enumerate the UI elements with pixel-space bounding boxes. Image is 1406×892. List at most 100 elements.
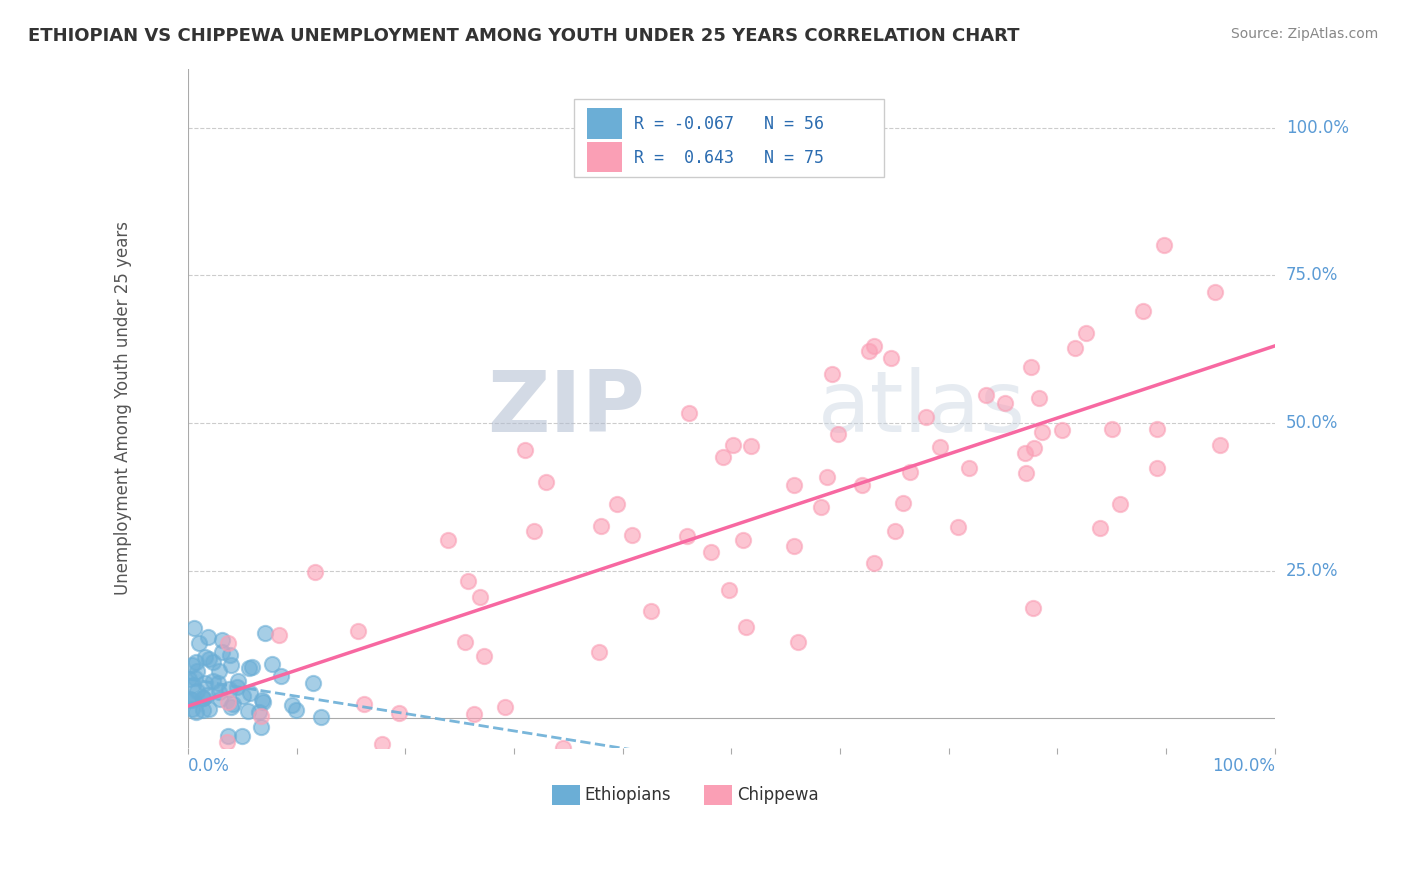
Point [731,533,754,548]
Point [304,565,326,579]
Point [787,635,810,649]
Point [262,657,284,671]
Text: 50.0%: 50.0% [1286,414,1339,432]
Point [198,651,221,665]
Point [879,351,901,366]
Point [606,497,628,511]
Point [221,658,243,673]
Text: 75.0%: 75.0% [1286,267,1339,285]
Point [215,735,238,749]
Point [198,702,221,716]
Point [621,527,644,541]
Point [858,344,880,359]
Point [187,635,209,649]
Point [183,621,205,635]
Point [468,591,491,605]
Point [718,582,741,597]
Point [1209,438,1232,452]
Point [993,395,1015,409]
Point [207,675,229,690]
Point [1146,422,1168,436]
Point [180,693,202,707]
Point [195,689,218,703]
Point [815,470,838,484]
Text: Source: ZipAtlas.com: Source: ZipAtlas.com [1230,27,1378,41]
Point [240,659,263,673]
Point [231,729,253,743]
Text: atlas: atlas [818,367,1026,450]
Point [1028,392,1050,406]
Point [740,439,762,453]
Point [1019,359,1042,374]
Point [699,545,721,559]
Text: R = -0.067   N = 56: R = -0.067 N = 56 [634,114,824,133]
Point [184,655,207,669]
Point [269,628,291,642]
Point [285,703,308,717]
Text: Unemployment Among Youth under 25 years: Unemployment Among Youth under 25 years [114,221,132,595]
Point [851,477,873,491]
Point [252,696,274,710]
Point [810,500,832,515]
Point [946,519,969,533]
Point [191,691,214,706]
Point [589,519,612,533]
Point [1022,601,1045,615]
Text: R =  0.643   N = 75: R = 0.643 N = 75 [634,149,824,167]
Point [371,737,394,751]
Point [454,635,477,649]
Point [309,710,332,724]
Point [217,729,239,743]
Point [1101,422,1123,436]
Point [217,636,239,650]
Point [1109,497,1132,511]
Text: Ethiopians: Ethiopians [585,786,671,804]
Bar [553,785,581,805]
Point [437,533,460,547]
Point [302,676,325,690]
Text: 0.0%: 0.0% [188,756,229,775]
Point [346,624,368,638]
Point [678,406,700,420]
Point [179,691,201,706]
Point [884,524,907,538]
Point [1074,326,1097,340]
Point [181,658,204,673]
Text: 25.0%: 25.0% [1286,562,1339,580]
Point [225,680,247,694]
FancyBboxPatch shape [574,99,883,178]
Point [711,450,734,465]
Point [1204,285,1226,299]
Point [194,649,217,664]
Point [783,539,806,553]
Point [211,645,233,659]
Point [281,698,304,712]
Bar [586,142,621,172]
Point [197,630,219,644]
Point [193,675,215,690]
Point [494,700,516,714]
Point [177,672,200,686]
Point [915,410,938,425]
Bar [704,785,733,805]
Point [863,556,886,570]
Point [1146,461,1168,475]
Point [201,674,224,689]
Point [1014,446,1036,460]
Point [181,702,204,716]
Point [253,626,276,640]
Point [232,689,254,703]
Point [250,692,273,706]
Point [472,649,495,664]
Point [270,668,292,682]
Point [457,574,479,588]
Point [523,524,546,538]
Point [387,706,409,720]
Point [217,695,239,709]
Point [676,529,699,543]
Point [735,620,758,634]
Point [957,461,980,475]
Point [463,706,485,721]
Point [193,691,215,706]
Point [1090,521,1112,535]
